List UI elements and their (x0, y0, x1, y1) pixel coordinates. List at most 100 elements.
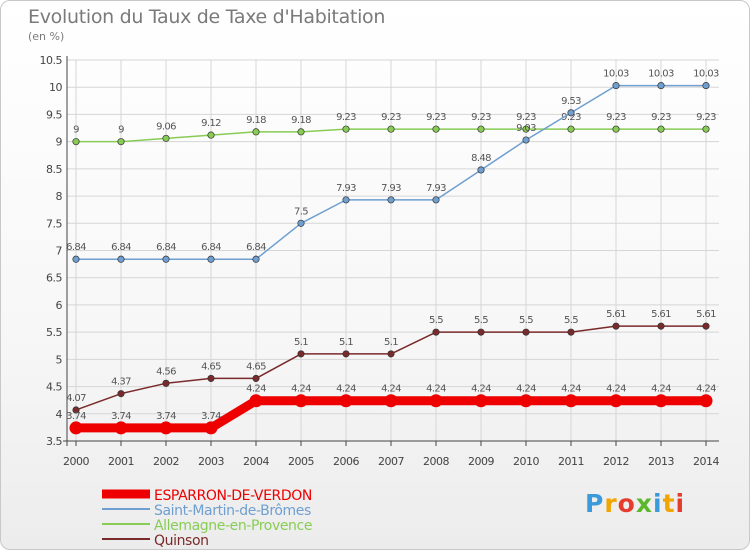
data-label: 5.61 (696, 309, 716, 320)
data-label: 4.56 (156, 366, 176, 377)
y-tick-label: 5.5 (46, 326, 62, 339)
y-tick-label: 7.5 (46, 217, 62, 230)
y-tick-label: 10.5 (40, 54, 63, 67)
data-point (612, 125, 620, 133)
data-label: 6.84 (156, 242, 176, 253)
series-quinson: 4.07 4.37 4.56 4.65 4.65 5.1 5.1 5.1 5.5 5.5 5.5 5.… (66, 309, 717, 414)
data-label: 4.24 (606, 384, 626, 395)
data-point (567, 328, 575, 336)
data-label: 4.24 (696, 384, 716, 395)
data-point (432, 328, 440, 336)
data-point (522, 125, 530, 133)
data-label: 4.24 (561, 384, 581, 395)
unit-label: (en %) (28, 30, 65, 43)
data-label: 5.5 (429, 315, 443, 326)
y-tick-label: 4.5 (46, 381, 62, 394)
data-point (252, 374, 260, 382)
data-label: 3.74 (156, 411, 176, 422)
data-point (387, 125, 395, 133)
data-label: 4.65 (246, 361, 266, 372)
data-label: 9.23 (651, 112, 671, 123)
x-tick-label: 2007 (378, 455, 404, 468)
data-point (117, 255, 125, 263)
data-label: 10.03 (648, 69, 674, 80)
logo-letter: r (604, 489, 618, 518)
logo-letter: i (675, 489, 686, 518)
data-point (387, 196, 395, 204)
data-point (297, 128, 305, 136)
data-point (294, 394, 308, 408)
data-label: 9.18 (291, 115, 311, 126)
data-point (252, 255, 260, 263)
data-point (609, 394, 623, 408)
data-label: 5.1 (294, 337, 308, 348)
y-tick-label: 6.5 (46, 272, 62, 285)
data-label: 9 (73, 125, 79, 136)
data-point (387, 350, 395, 358)
data-label: 4.24 (426, 384, 446, 395)
x-tick-label: 2011 (558, 455, 584, 468)
y-tick-label: 10 (49, 81, 62, 94)
data-label: 9.23 (336, 112, 356, 123)
data-label: 9.18 (246, 115, 266, 126)
y-tick-label: 7 (56, 245, 63, 258)
y-tick-label: 5 (56, 353, 63, 366)
data-point (297, 350, 305, 358)
data-label: 7.5 (294, 206, 308, 217)
data-point (114, 421, 128, 435)
data-label: 10.03 (603, 69, 629, 80)
x-tick-label: 2012 (603, 455, 629, 468)
data-point (204, 421, 218, 435)
data-point (249, 394, 263, 408)
data-point (564, 394, 578, 408)
data-label: 4.24 (291, 384, 311, 395)
data-label: 9.23 (606, 112, 626, 123)
data-point (519, 394, 533, 408)
data-label: 5.5 (474, 315, 488, 326)
x-tick-label: 2008 (423, 455, 449, 468)
data-point (207, 374, 215, 382)
proxiti-logo: Proxiti (585, 489, 685, 518)
data-point (477, 328, 485, 336)
data-point (69, 421, 83, 435)
logo-letter: i (653, 489, 663, 518)
data-point (207, 131, 215, 139)
data-point (612, 322, 620, 330)
series-esparron-de-verdon: 3.74 3.74 3.74 3.74 4.24 4.24 4.24 4.24 4.24 4.24… (66, 384, 717, 435)
data-label: 5.5 (564, 315, 578, 326)
data-label: 4.24 (246, 384, 266, 395)
y-tick-label: 6 (56, 299, 63, 312)
x-tick-label: 2001 (108, 455, 134, 468)
data-label: 5.1 (384, 337, 398, 348)
x-tick-label: 2009 (468, 455, 494, 468)
y-tick-label: 9.5 (46, 108, 62, 121)
data-point (162, 134, 170, 142)
data-label: 10.03 (693, 69, 719, 80)
series-saint-martin-de-br-mes: 6.84 6.84 6.84 6.84 6.84 7.5 7.93 7.93 7.93 8.48 9… (66, 69, 720, 263)
data-label: 4.24 (336, 384, 356, 395)
y-tick-label: 8.5 (46, 163, 62, 176)
legend-label: Allemagne-en-Provence (154, 518, 312, 534)
data-label: 3.74 (201, 411, 221, 422)
data-label: 9.03 (516, 123, 536, 134)
x-tick-label: 2014 (693, 455, 719, 468)
data-point (657, 82, 665, 90)
data-label: 9.23 (381, 112, 401, 123)
data-label: 9.23 (561, 112, 581, 123)
legend-label: Quinson (154, 533, 209, 549)
logo-letter: t (662, 489, 676, 518)
data-point (297, 219, 305, 227)
data-label: 9.23 (516, 112, 536, 123)
data-label: 4.24 (651, 384, 671, 395)
data-point (522, 328, 530, 336)
data-label: 5.1 (339, 337, 353, 348)
data-point (117, 390, 125, 398)
data-point (72, 406, 80, 414)
data-point (162, 379, 170, 387)
data-label: 9.12 (201, 118, 221, 129)
data-label: 4.07 (66, 393, 86, 404)
data-label: 4.24 (381, 384, 401, 395)
series-allemagne-en-provence: 9 9 9.06 9.12 9.18 9.18 9.23 9.23 9.23 9.23 9.23 9.… (72, 112, 717, 146)
data-point (612, 82, 620, 90)
